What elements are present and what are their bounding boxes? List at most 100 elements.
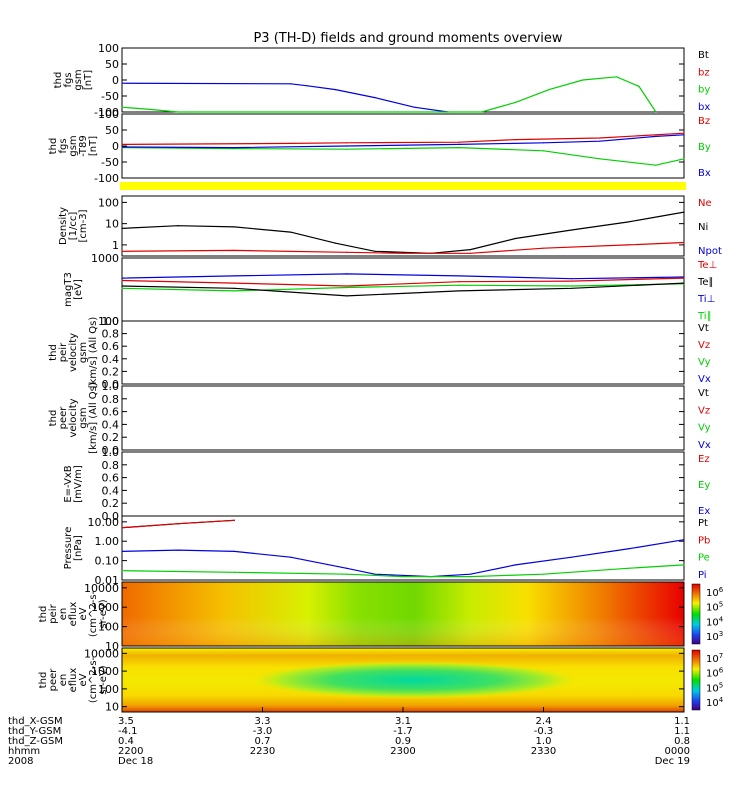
colorbar-tick-label: 104 <box>706 615 724 628</box>
series-point <box>542 150 545 152</box>
series-point <box>233 147 235 149</box>
y-tick-label: 0.6 <box>102 340 120 353</box>
y-label-line: sr-eV) <box>98 665 109 694</box>
legend-label: Vz <box>698 405 710 416</box>
x-axis-row-label: thd_Y-GSM <box>8 726 61 737</box>
series-Ti⊥ <box>121 273 685 280</box>
series-point <box>233 571 235 573</box>
x-axis-row-label: thd_X-GSM <box>8 716 63 727</box>
y-label-line: en <box>58 674 69 687</box>
y-tick-label: 100 <box>98 683 119 696</box>
y-axis-label: magT3 [eV] <box>63 272 84 307</box>
series-point <box>683 564 685 566</box>
series-point <box>346 142 348 144</box>
series-point <box>638 85 640 87</box>
x-tick-label: 3.1 <box>395 716 411 727</box>
series-point <box>514 237 517 240</box>
colorbar-tick-exp: 6 <box>719 586 724 594</box>
y-label-line: thd <box>48 138 59 155</box>
series-point <box>374 573 376 575</box>
spectrogram-core <box>245 660 583 700</box>
y-tick-label: 0.4 <box>102 484 120 497</box>
colorbar-tick-base: 10 <box>706 603 719 614</box>
series-point <box>121 277 123 279</box>
y-tick-label: 0.0 <box>102 444 120 457</box>
y-label-line: gsm <box>78 407 89 428</box>
panel-density: 100 10 1 Density [1/cc] [cm-3] Ne Ni Npot <box>58 195 722 257</box>
y-tick-label: 0.8 <box>102 328 120 341</box>
series-Bz <box>121 132 685 145</box>
series-point <box>346 567 348 569</box>
series-point <box>413 106 415 108</box>
legend-label: Vt <box>698 388 709 399</box>
colorbar-tick-label: 105 <box>706 681 723 694</box>
y-tick-label: 10 <box>105 218 119 231</box>
y-tick-label: 100 <box>98 108 119 121</box>
series-point <box>121 527 123 529</box>
series-Ne <box>121 241 685 254</box>
panel-frame <box>121 47 685 113</box>
y-tick-label: 0.2 <box>102 431 120 444</box>
y-label-line: [1/cc] <box>68 212 79 241</box>
series-point <box>346 251 348 253</box>
legend-label: Bt <box>698 50 709 61</box>
series-point <box>683 539 685 541</box>
series-point <box>177 111 179 113</box>
series-point <box>233 147 235 150</box>
legend-label: bx <box>698 102 710 113</box>
series-point <box>149 108 151 111</box>
y-label-line: eV <box>78 607 89 620</box>
series-point <box>121 82 123 84</box>
y-label-line: [km/s] (All Qs) <box>88 317 99 389</box>
colorbar-tick-exp: 5 <box>719 601 723 609</box>
series-point <box>542 573 545 575</box>
series-point <box>402 252 404 254</box>
x-tick-label: 0.4 <box>118 736 134 747</box>
series-point <box>290 556 292 558</box>
y-label-line: [nT] <box>88 136 99 156</box>
y-tick-label: 0.2 <box>102 365 120 378</box>
series-point <box>233 287 235 289</box>
y-tick-label: 1000 <box>91 252 119 265</box>
y-tick-label: 1000 <box>91 665 119 678</box>
panel-frame <box>121 320 685 385</box>
x-tick-label: -0.3 <box>534 726 554 737</box>
y-tick-label: 1.0 <box>102 380 120 393</box>
colorbar-tick-base: 10 <box>706 654 719 665</box>
series-point <box>683 276 685 278</box>
series-point <box>121 550 123 552</box>
series-point <box>683 158 685 160</box>
series-point <box>683 132 685 134</box>
panel-pressure: 10.00 1.00 0.10 0.01 Pressure [nPa] Pt Pb Pe Pi <box>63 515 710 587</box>
series-point <box>599 140 601 142</box>
y-axis-label: Density [1/cc] [cm-3] <box>58 207 89 245</box>
colorbar-scale <box>691 583 701 645</box>
series-point <box>571 287 573 289</box>
y-label-line: peer <box>48 668 59 692</box>
y-axis-label: thd peer en eflux eV (cm^2-s-sr-eV) <box>38 656 109 703</box>
colorbar-tick-label: 104 <box>706 696 724 709</box>
legend-label: Ey <box>698 480 710 491</box>
colorbar-tick-base: 10 <box>706 632 719 643</box>
y-tick-label: 100 <box>98 42 119 55</box>
y-label-line: thd <box>53 72 64 89</box>
x-axis-row-label: thd_Z-GSM <box>8 736 63 747</box>
legend-label: Npot <box>698 246 722 257</box>
y-tick-label: 0.0 <box>102 378 120 391</box>
y-axis-label: E=-VxB [mV/m] <box>63 465 84 503</box>
series-point <box>177 549 179 551</box>
series-point <box>346 286 348 289</box>
series-Pe <box>121 564 685 578</box>
y-axis-label: thd peir velocity gsm [km/s] (All Qs) <box>48 317 99 389</box>
series-point <box>458 281 460 283</box>
y-label-line: thd <box>48 344 59 361</box>
x-tick-label: 0000 <box>665 746 690 757</box>
y-tick-label: 0.8 <box>102 459 120 472</box>
series-point <box>683 211 685 213</box>
series-point <box>627 567 629 569</box>
series-point <box>290 142 292 145</box>
series-point <box>346 573 348 575</box>
